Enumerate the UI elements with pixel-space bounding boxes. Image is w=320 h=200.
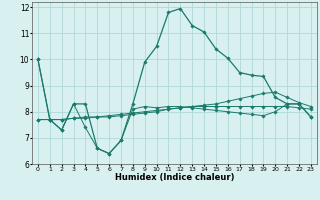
X-axis label: Humidex (Indice chaleur): Humidex (Indice chaleur) bbox=[115, 173, 234, 182]
